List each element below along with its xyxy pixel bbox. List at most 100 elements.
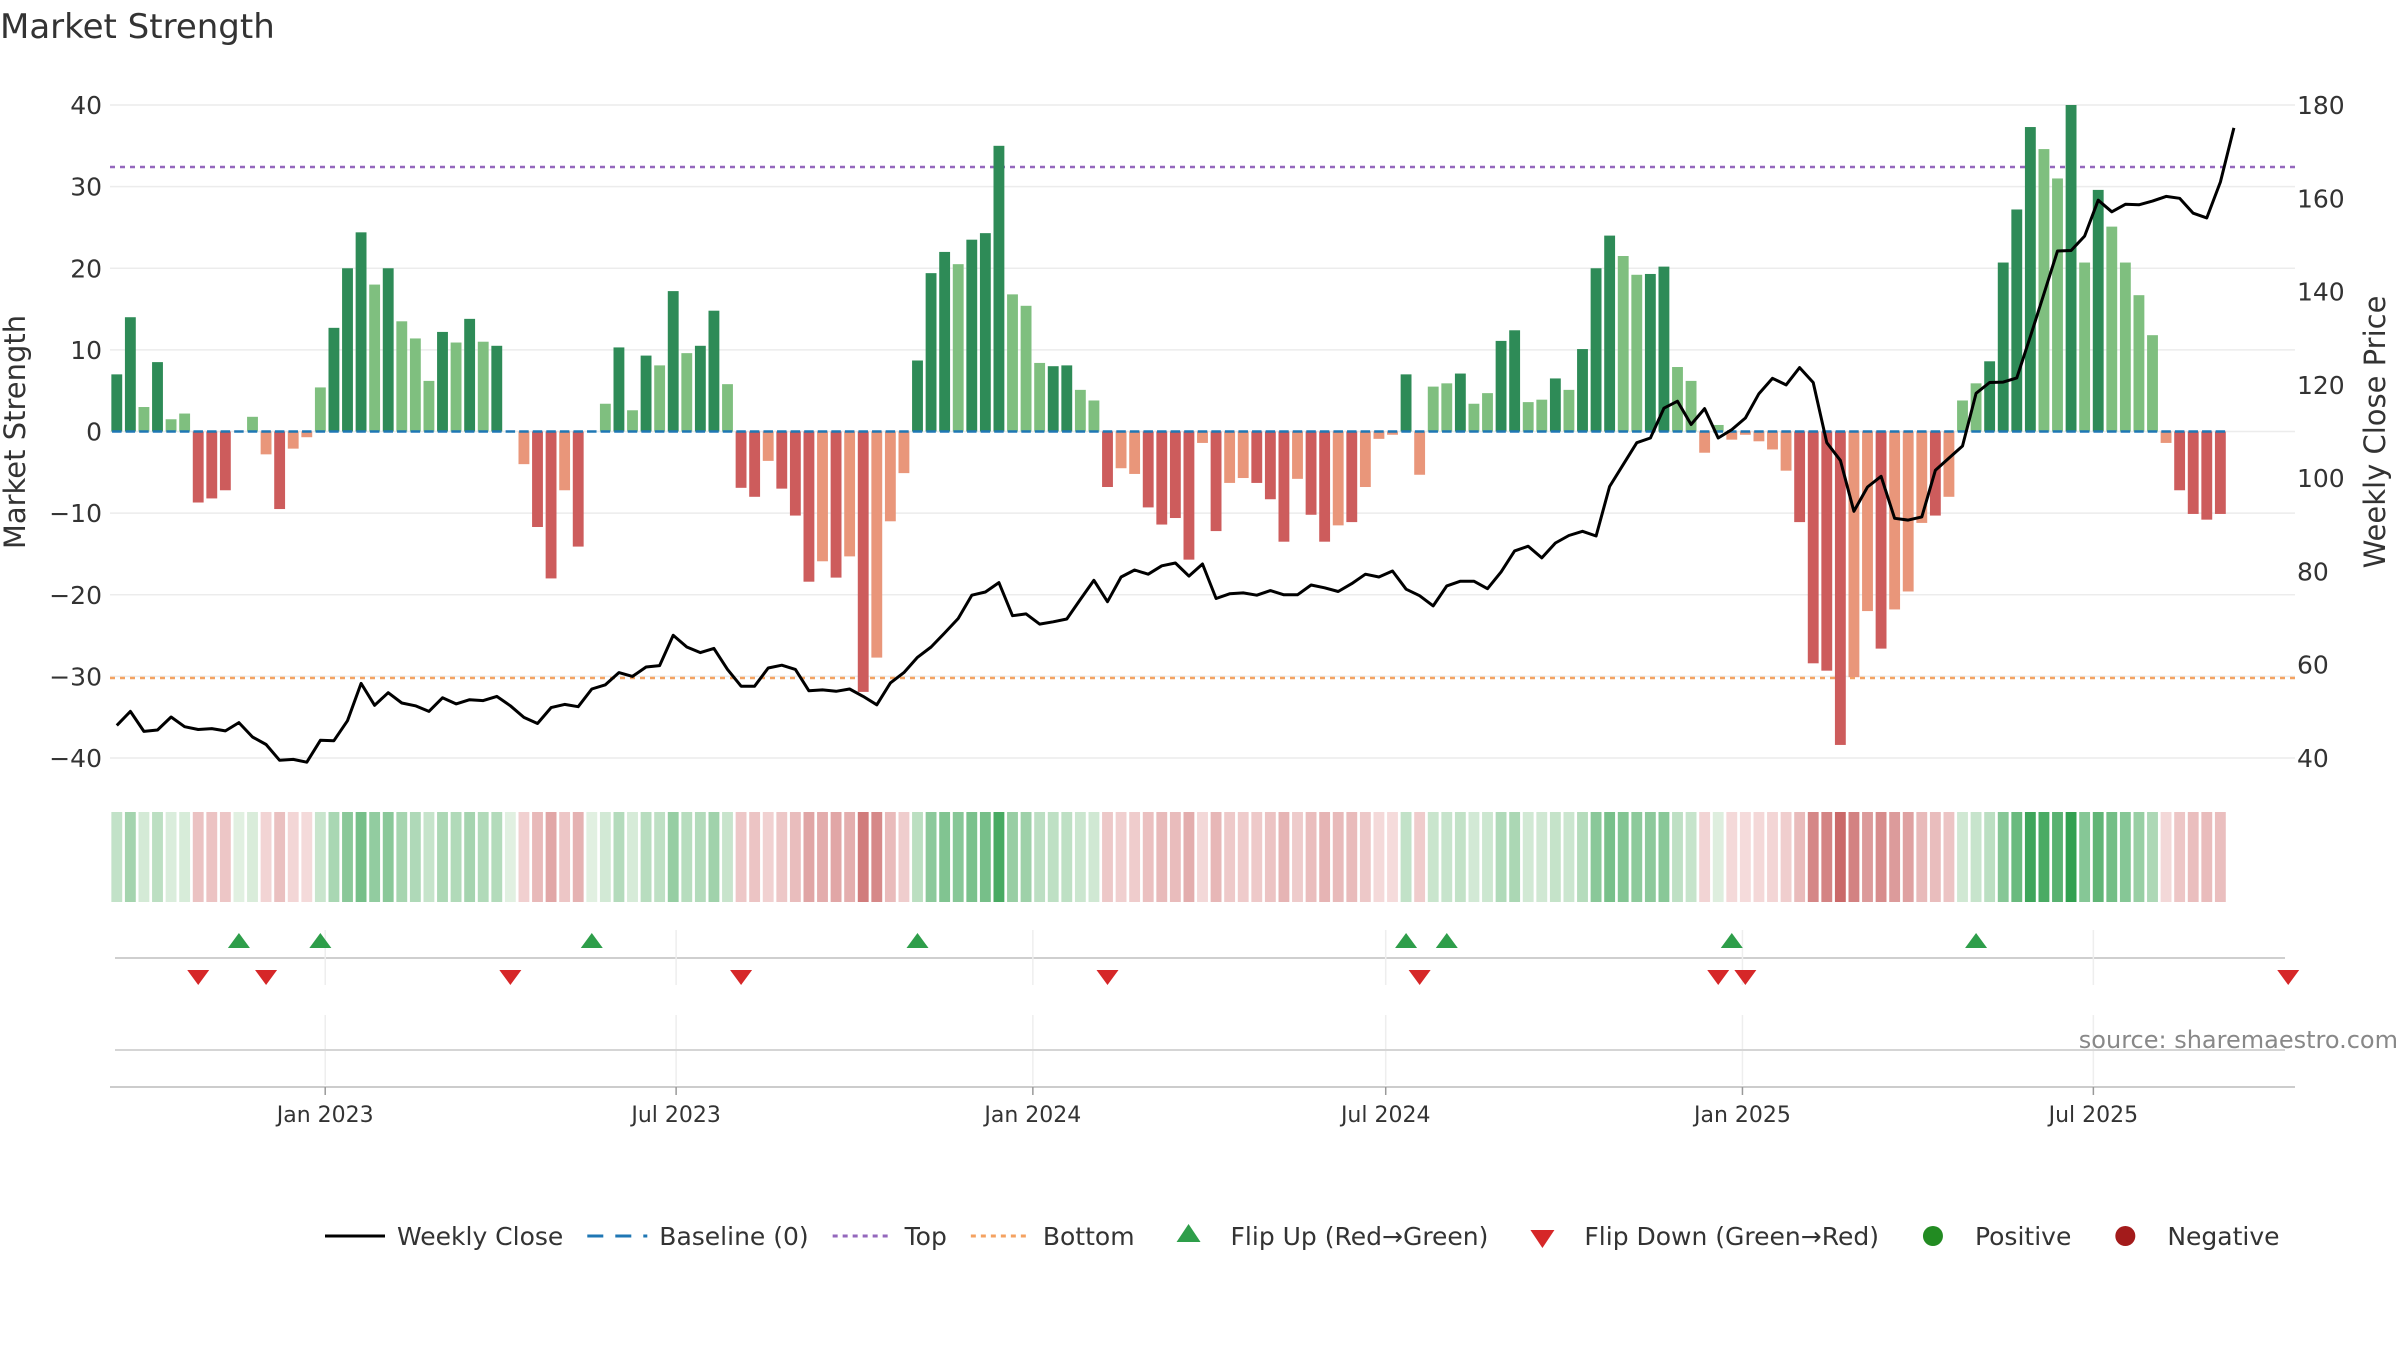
heat-cell xyxy=(1169,812,1181,902)
heat-cell xyxy=(2147,812,2158,902)
heat-cell xyxy=(1482,812,1493,902)
heat-cell xyxy=(192,812,204,902)
heat-cell xyxy=(1821,812,1833,902)
strength-bar xyxy=(1549,378,1561,432)
y-axis-left: −40 −30 −20 −10 0 10 20 30 40 xyxy=(49,91,102,773)
heat-cell xyxy=(2106,812,2118,902)
heat-cell xyxy=(1780,812,1792,902)
strength-bar xyxy=(328,327,340,432)
strength-bar xyxy=(1020,305,1032,432)
heat-cell xyxy=(152,812,163,902)
strength-bar xyxy=(1767,431,1778,450)
strength-bar xyxy=(1509,330,1521,432)
heat-cell xyxy=(803,812,815,902)
heat-cell xyxy=(2133,812,2145,902)
y-axis-right: 40 60 80 100 120 140 160 180 xyxy=(2297,91,2345,773)
y-tick-label: −10 xyxy=(49,499,102,528)
flip-up-marker xyxy=(227,933,250,948)
flip-down-marker xyxy=(1408,970,1431,985)
strength-bar xyxy=(152,362,163,432)
strength-bar xyxy=(1332,431,1344,526)
flip-down-marker xyxy=(499,970,522,985)
heat-cell xyxy=(1794,812,1806,902)
heat-cell xyxy=(1617,812,1629,902)
strength-bar xyxy=(1563,389,1575,432)
strength-bar xyxy=(1970,383,1982,432)
heat-cell xyxy=(830,812,842,902)
x-axis: Jan 2023 Jul 2023 Jan 2024 Jul 2024 Jan 2025… xyxy=(275,1087,2138,1128)
heat-cell xyxy=(464,812,476,902)
strength-bar xyxy=(708,310,720,432)
strength-heat-strip xyxy=(111,812,2226,902)
heat-cell xyxy=(2065,812,2077,902)
heat-cell xyxy=(2092,812,2104,902)
heat-cell xyxy=(1061,812,1073,902)
heat-cell xyxy=(1251,812,1263,902)
y-axis-label: Market Strength xyxy=(0,315,32,549)
strength-bar xyxy=(803,431,815,582)
strength-bar xyxy=(1400,374,1412,432)
y2-tick-label: 180 xyxy=(2297,91,2345,120)
legend-swatch-down xyxy=(1530,1230,1555,1248)
heat-cell xyxy=(1916,812,1928,902)
strength-bar xyxy=(1237,431,1249,479)
heat-cell xyxy=(1753,812,1765,902)
strength-bar xyxy=(667,291,679,432)
strength-bar xyxy=(912,360,923,432)
strength-bar xyxy=(939,251,951,432)
heat-cell xyxy=(111,812,123,902)
heat-cell xyxy=(1264,812,1276,902)
strength-bar xyxy=(1807,431,1819,664)
strength-bar xyxy=(1685,380,1697,432)
strength-bar xyxy=(1631,274,1643,432)
strength-bar xyxy=(1712,424,1724,432)
heat-cell xyxy=(491,812,503,902)
strength-bar xyxy=(423,380,435,432)
heat-cell xyxy=(1536,812,1548,902)
legend-label: Weekly Close xyxy=(397,1222,563,1251)
strength-bar xyxy=(1522,402,1534,432)
strength-bar xyxy=(2065,105,2077,432)
strength-bar xyxy=(694,345,706,432)
strength-bar xyxy=(2133,295,2145,432)
heat-cell xyxy=(2214,812,2226,902)
heat-cell xyxy=(1454,812,1466,902)
legend-item: Top xyxy=(832,1222,947,1251)
strength-bar xyxy=(572,431,584,547)
strength-bar xyxy=(464,318,476,432)
strength-bar xyxy=(993,145,1005,432)
strength-bar xyxy=(925,273,937,432)
heat-cell xyxy=(2011,812,2023,902)
heat-cell xyxy=(1848,812,1860,902)
heat-cell xyxy=(1197,812,1208,902)
strength-bar xyxy=(1102,431,1113,488)
strength-bar xyxy=(2147,335,2158,432)
heat-cell xyxy=(1142,812,1154,902)
heat-cell xyxy=(667,812,679,902)
heat-cell xyxy=(1400,812,1412,902)
heat-cell xyxy=(586,812,598,902)
heat-cell xyxy=(1034,812,1046,902)
strength-bar xyxy=(1034,362,1046,432)
strength-bar xyxy=(1441,383,1453,432)
strength-bar xyxy=(817,431,828,562)
heat-cell xyxy=(1644,812,1656,902)
strength-bar xyxy=(1468,403,1480,432)
strength-bar xyxy=(2187,431,2199,514)
flip-up-marker xyxy=(906,933,929,948)
heat-cell xyxy=(776,812,788,902)
heat-cell xyxy=(301,812,313,902)
legend-swatch-circle xyxy=(2115,1226,2136,1246)
heat-cell xyxy=(179,812,191,902)
x-tick-label: Jul 2023 xyxy=(629,1103,721,1128)
empty-panel xyxy=(110,1015,2295,1088)
strength-bar xyxy=(871,431,883,658)
strength-bar xyxy=(762,431,774,461)
heat-cell xyxy=(1590,812,1602,902)
legend-item: Baseline (0) xyxy=(587,1222,809,1251)
y-tick-label: 40 xyxy=(70,91,102,120)
strength-bar xyxy=(844,431,856,557)
heat-cell xyxy=(1767,812,1778,902)
strength-bar xyxy=(1739,431,1751,435)
heat-cell xyxy=(1237,812,1249,902)
